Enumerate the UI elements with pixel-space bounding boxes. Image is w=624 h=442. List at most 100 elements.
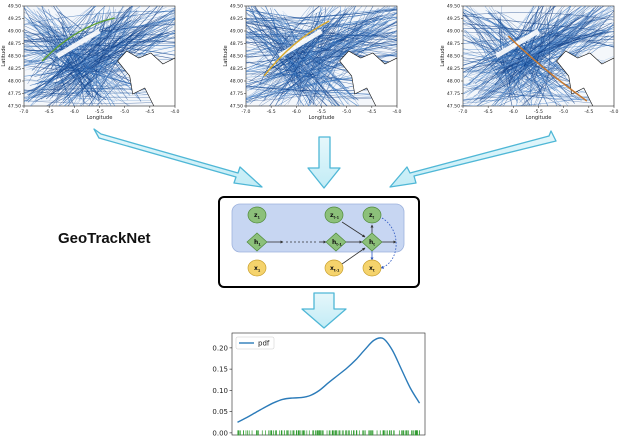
map-x-axis-label: Longitude: [526, 115, 552, 120]
map-ytick-label: 49.50: [230, 4, 243, 10]
map-ytick-label: 48.75: [8, 41, 21, 47]
node-zt1: [324, 206, 344, 224]
map-y-axis-label: Latitude: [223, 45, 229, 66]
shipping-lane: [494, 28, 540, 59]
label-ht: ht: [369, 239, 375, 247]
map-xtick-label: -4.0: [610, 109, 619, 115]
latent-panel: [231, 203, 405, 253]
map-ytick-label: 47.75: [8, 91, 21, 97]
map-svg-1: 49.50 49.25 49.00 48.75 48.50 48.25 48.00 47.75…: [1, 4, 180, 121]
arrow-center-to-model: [307, 136, 341, 189]
map-ytick-label: 47.75: [447, 91, 460, 97]
map-xtick-label: -6.0: [509, 109, 518, 115]
map-ytick-label: 49.25: [8, 16, 21, 22]
map-ytick-label: 49.25: [447, 16, 460, 22]
map-xtick-label: -6.0: [70, 109, 79, 115]
pdf-chart: 0.20 0.15 0.10 0.05 0.00 pdf: [212, 332, 426, 437]
map-ytick-label: 49.25: [230, 16, 243, 22]
label-xt1: xt-1: [330, 265, 340, 273]
map-x-axis-label: Longitude: [309, 115, 335, 120]
map-y-axis-label: Latitude: [440, 45, 446, 66]
map-xtick-label: -6.5: [267, 109, 276, 115]
map-xtick-label: -4.5: [367, 109, 376, 115]
map-xtick-label: -6.5: [484, 109, 493, 115]
edge-xt1-to-ht: [341, 247, 366, 265]
map-ytick-label: 48.50: [8, 54, 21, 60]
map-xtick-label: -4.0: [171, 109, 180, 115]
map-xtick-label: -5.5: [317, 109, 326, 115]
map-ytick-label: 49.50: [447, 4, 460, 10]
map-xtick-label: -5.5: [534, 109, 543, 115]
label-zt: zt: [369, 212, 375, 220]
map-plot: [462, 5, 615, 107]
pdf-ytick-label: 0.00: [212, 429, 228, 437]
edge-zt1-to-ht: [341, 221, 366, 238]
ais-tracks: [463, 6, 614, 106]
map-ytick-label: 48.00: [8, 79, 21, 85]
pdf-ytick-label: 0.10: [212, 387, 228, 395]
map-ytick-label: 49.00: [230, 29, 243, 35]
map-xtick-label: -4.5: [145, 109, 154, 115]
model-diagram-frame: z1 zt-1 zt h1 ht-1 ht x1 xt-1 xt: [218, 196, 420, 288]
arrow-model-to-pdf: [301, 292, 347, 329]
label-h1: h1: [254, 239, 261, 247]
label-xt: xt: [369, 265, 375, 273]
map-plot: [23, 5, 176, 107]
shipping-lane: [55, 28, 101, 59]
highlighted-trajectory: [263, 20, 330, 77]
map-x-axis-label: Longitude: [87, 115, 113, 120]
map-xtick-label: -7.0: [20, 109, 29, 115]
pdf-series-line: [237, 337, 421, 423]
label-ht1: ht-1: [332, 239, 342, 247]
map-ytick-label: 47.75: [230, 91, 243, 97]
arrow-left-to-model: [93, 128, 263, 188]
map-xtick-label: -5.0: [559, 109, 568, 115]
label-zt1: zt-1: [330, 212, 340, 220]
label-z1: z1: [254, 212, 261, 220]
map-ytick-label: 48.50: [230, 54, 243, 60]
page-title: GeoTrackNet: [58, 230, 151, 247]
map-svg-2: 49.50 49.25 49.00 48.75 48.50 48.25 48.00 47.75…: [223, 4, 402, 121]
map-ytick-label: 48.75: [230, 41, 243, 47]
map-ytick-label: 47.50: [447, 104, 460, 110]
map-ytick-label: 47.50: [230, 104, 243, 110]
legend-box: [235, 336, 275, 350]
map-ytick-label: 49.00: [447, 29, 460, 35]
map-ytick-label: 48.00: [447, 79, 460, 85]
node-x1: [247, 259, 267, 277]
map-ytick-label: 49.50: [8, 4, 21, 10]
map-y-axis-label: Latitude: [1, 45, 7, 66]
node-xt: [362, 259, 382, 277]
coastline: [339, 50, 397, 106]
pdf-chart-panel: 0.20 0.15 0.10 0.05 0.00 pdf: [198, 330, 430, 437]
arrow-right-to-model: [389, 130, 557, 188]
map-xtick-label: -6.5: [45, 109, 54, 115]
node-ht: [361, 232, 383, 252]
map-ytick-label: 48.25: [447, 66, 460, 72]
node-zt: [362, 206, 382, 224]
node-ht1: [325, 232, 347, 252]
pdf-ytick-label: 0.15: [212, 366, 228, 374]
map-xtick-label: -5.0: [342, 109, 351, 115]
highlighted-trajectory: [507, 35, 588, 102]
node-z1: [247, 206, 267, 224]
map-panel-3: 49.50 49.25 49.00 48.75 48.50 48.25 48.00 47.75…: [439, 2, 624, 121]
coastline: [556, 50, 614, 106]
map-ytick-label: 48.50: [447, 54, 460, 60]
map-ytick-label: 47.50: [8, 104, 21, 110]
map-svg-3: 49.50 49.25 49.00 48.75 48.50 48.25 48.00 47.75…: [440, 4, 619, 121]
map-ytick-label: 48.75: [447, 41, 460, 47]
map-panel-1: 49.50 49.25 49.00 48.75 48.50 48.25 48.00 47.75…: [0, 2, 195, 121]
map-ytick-label: 48.25: [230, 66, 243, 72]
label-x1: x1: [254, 265, 261, 273]
coastline: [117, 50, 175, 106]
model-diagram: z1 zt-1 zt h1 ht-1 ht x1 xt-1 xt: [231, 203, 405, 277]
map-plot: [245, 5, 398, 107]
legend-label: pdf: [258, 340, 270, 348]
map-xtick-label: -7.0: [242, 109, 251, 115]
ais-tracks: [246, 6, 397, 106]
pdf-ytick-label: 0.05: [212, 408, 228, 416]
map-xtick-label: -6.0: [292, 109, 301, 115]
node-xt1: [324, 259, 344, 277]
map-ytick-label: 48.00: [230, 79, 243, 85]
